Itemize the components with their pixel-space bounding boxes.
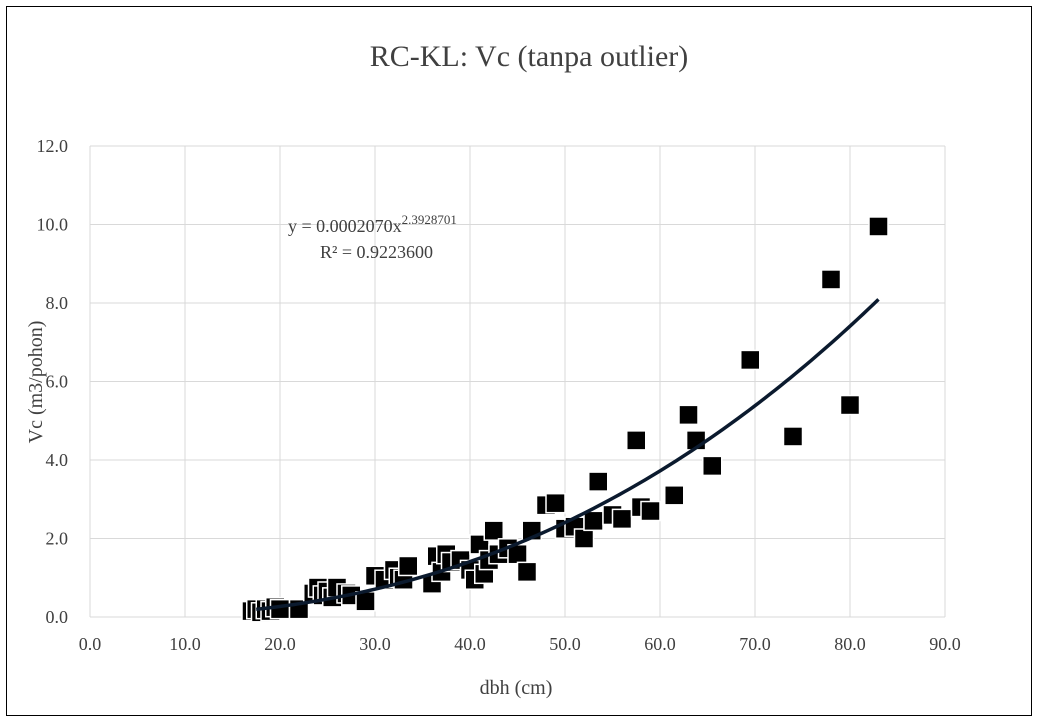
equation-text: y = 0.0002070x <box>288 216 402 236</box>
data-point <box>588 471 609 492</box>
x-tick-label: 70.0 <box>739 634 771 654</box>
data-point <box>269 598 291 620</box>
data-point <box>545 492 566 514</box>
x-tick-label: 20.0 <box>264 634 296 654</box>
x-tick-label: 30.0 <box>359 634 391 654</box>
data-point <box>611 508 633 530</box>
y-tick-label: 8.0 <box>46 293 69 313</box>
y-tick-label: 6.0 <box>46 372 69 392</box>
x-tick-label: 0.0 <box>79 634 102 654</box>
y-tick-label: 10.0 <box>37 215 69 235</box>
data-point <box>516 561 538 583</box>
data-point <box>868 216 889 237</box>
chart-title: RC-KL: Vc (tanpa outlier) <box>370 40 689 73</box>
x-axis-title: dbh (cm) <box>480 677 553 699</box>
data-point <box>839 394 861 416</box>
y-tick-label: 0.0 <box>46 607 69 627</box>
y-tick-label: 12.0 <box>37 136 69 156</box>
data-point <box>820 269 842 290</box>
data-point <box>782 426 804 447</box>
x-tick-labels: 0.0 10.0 20.0 30.0 40.0 50.0 60.0 70.0 80.0 90.0 <box>79 634 961 654</box>
chart-frame <box>6 6 1032 716</box>
r-squared-label: R² = 0.9223600 <box>320 242 433 262</box>
y-axis-title: Vc (m3/pohon) <box>25 321 47 444</box>
x-tick-label: 40.0 <box>454 634 486 654</box>
data-point <box>573 528 595 549</box>
data-point <box>583 510 604 532</box>
y-tick-labels: 0.0 2.0 4.0 6.0 8.0 10.0 12.0 <box>37 136 69 627</box>
y-tick-label: 4.0 <box>46 450 69 470</box>
data-point <box>678 404 699 426</box>
trendline-equation: y = 0.0002070x2.3928701 <box>288 212 457 236</box>
trendline <box>256 298 880 612</box>
data-point <box>640 500 661 522</box>
data-point <box>664 485 685 506</box>
data-point <box>740 349 761 371</box>
y-tick-label: 2.0 <box>46 529 69 549</box>
data-point <box>355 591 376 612</box>
data-point <box>702 455 723 477</box>
data-point <box>398 555 419 577</box>
x-tick-label: 80.0 <box>834 634 866 654</box>
data-point <box>483 520 504 541</box>
x-tick-label: 60.0 <box>644 634 676 654</box>
x-tick-label: 10.0 <box>169 634 201 654</box>
equation-exponent: 2.3928701 <box>402 212 457 227</box>
data-point <box>626 430 647 451</box>
x-tick-label: 90.0 <box>929 634 961 654</box>
x-tick-label: 50.0 <box>549 634 581 654</box>
